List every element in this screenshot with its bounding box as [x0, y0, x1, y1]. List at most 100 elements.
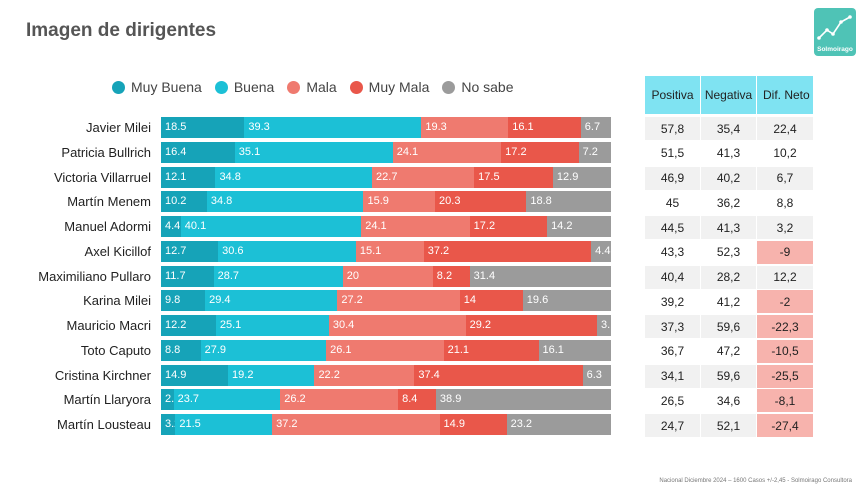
data-label: 29.4 — [209, 294, 231, 307]
table-cell: 40,4 — [645, 265, 700, 289]
bar-segment: 20 — [342, 265, 433, 287]
category-label: Karina Milei — [83, 293, 151, 309]
data-label: 17.5 — [478, 170, 500, 183]
data-label: 34.8 — [210, 195, 233, 208]
data-label: 34.8 — [219, 170, 241, 183]
table-cell: 43,3 — [660, 245, 685, 260]
data-label: 15.9 — [367, 195, 389, 208]
bar-segment: 15.9 — [363, 191, 436, 213]
bar-segment: 18.8 — [526, 191, 611, 213]
data-label: 3.2 — [165, 418, 175, 430]
data-label: 16.1 — [542, 343, 564, 356]
table-header: Positiva — [645, 76, 700, 114]
stacked-bar: 11.7 28.7 20 8.2 31.4 — [161, 265, 611, 287]
table-cell: 39,2 — [660, 294, 685, 309]
table-cell: 41,3 — [701, 216, 756, 239]
table-cell: 36,7 — [660, 344, 685, 359]
bar-segment: 16.1 — [538, 339, 611, 361]
bar-segment: 19.6 — [522, 290, 611, 312]
legend-item: Muy Buena — [112, 79, 202, 95]
bar-segment: 10.2 — [161, 191, 207, 213]
bar-segment: 11.7 — [161, 265, 214, 287]
bar-segment: 2.8 — [161, 389, 174, 411]
data-label: 21.5 — [179, 418, 201, 430]
data-label: 18.5 — [165, 121, 187, 133]
data-label: 14.2 — [551, 220, 573, 232]
bar-segment: 8.8 — [161, 339, 201, 361]
bar-segment: 7.2 — [578, 141, 611, 163]
table-cell: 12,2 — [757, 265, 813, 289]
bar-segment: 14.9 — [161, 364, 229, 386]
data-label: 14.9 — [165, 368, 187, 381]
table-cell: 26,5 — [660, 393, 685, 408]
data-label: 19.3 — [425, 121, 447, 133]
bar-segment: 19.2 — [228, 364, 315, 386]
data-label: 4.4 — [165, 220, 181, 232]
stacked-bar: 10.2 34.8 15.9 20.3 18.8 — [161, 191, 611, 213]
table-cell: -22,3 — [757, 315, 813, 338]
bar-segment: 17.2 — [469, 216, 548, 237]
data-label: 20 — [346, 269, 360, 282]
data-label: 26.2 — [284, 393, 306, 406]
bar-segment: 29.2 — [465, 315, 598, 336]
category-label: Axel Kicillof — [84, 243, 151, 259]
data-label: 26.1 — [330, 343, 352, 356]
bar-segment: 12.2 — [161, 315, 216, 336]
data-label: 37.2 — [276, 418, 298, 430]
table-cell: 22,4 — [757, 117, 813, 140]
data-label: 11.7 — [165, 269, 186, 282]
data-label: 31.4 — [473, 269, 496, 282]
data-label: 37.2 — [427, 244, 450, 257]
stacked-bar: 12.7 30.6 15.1 37.2 4.4 — [161, 240, 611, 262]
bar-segment: 6.7 — [580, 117, 611, 138]
data-label: 3.1 — [601, 319, 611, 331]
bar-segment: 34.8 — [206, 191, 364, 213]
bar-segment: 37.4 — [414, 364, 583, 386]
data-label: 2.8 — [165, 393, 174, 406]
table-cell: -25,5 — [757, 364, 813, 388]
data-label: 25.1 — [219, 319, 242, 331]
data-label: 23.2 — [510, 418, 532, 430]
page-title: Imagen de dirigentes — [26, 20, 217, 41]
bar-segment: 37.2 — [423, 240, 592, 262]
bar-segment: 26.1 — [326, 339, 444, 361]
table-cell: 3,2 — [757, 216, 813, 239]
legend-label: Mala — [306, 79, 337, 95]
data-label: 30.4 — [332, 319, 355, 331]
bar-segment: 35.1 — [234, 141, 393, 163]
table-cell: -2 — [757, 290, 813, 314]
bar-segment: 21.5 — [175, 414, 273, 435]
bar-segment: 18.5 — [161, 117, 245, 138]
bar-segment: 23.7 — [173, 389, 281, 411]
table-cell: 40,2 — [701, 166, 756, 190]
bar-segment: 40.1 — [180, 216, 362, 237]
stacked-bar: 2.823.7 26.2 8.4 38.9 — [161, 389, 611, 411]
data-label: 19.6 — [526, 294, 549, 307]
table-cell: 36,2 — [716, 195, 741, 210]
table-cell: 51,5 — [660, 146, 685, 161]
bar-segment: 37.2 — [272, 414, 440, 435]
stacked-bar: 4.4 40.1 24.1 17.2 14.2 — [161, 216, 611, 237]
data-label: 23.7 — [177, 393, 200, 406]
bar-segment: 4.4 — [161, 216, 181, 237]
bar-segment: 24.1 — [392, 141, 502, 163]
table-cell: 35,4 — [701, 117, 756, 140]
table-header: Negativa — [701, 76, 756, 114]
data-label: 39.3 — [248, 121, 270, 133]
table-cell: -8,1 — [757, 389, 813, 413]
chart-legend: Muy Buena Buena Mala Muy Mala No sabe — [112, 78, 527, 96]
legend-item: No sabe — [442, 79, 514, 95]
stacked-bar: 3.2 21.5 37.2 14.9 23.2 — [161, 414, 611, 435]
category-label: Toto Caputo — [80, 342, 151, 358]
bar-segment: 3.2 — [161, 414, 176, 435]
data-label: 12.2 — [165, 319, 187, 331]
bar-segment: 34.8 — [215, 166, 373, 188]
bar-segment: 22.7 — [372, 166, 475, 188]
table-cell: 45 — [665, 195, 680, 210]
data-label: 30.6 — [222, 244, 244, 257]
legend-label: Buena — [233, 79, 275, 95]
data-label: 10.2 — [165, 195, 187, 208]
data-label: 8.4 — [402, 393, 418, 406]
category-label: Patricia Bullrich — [61, 144, 151, 160]
data-label: 6.3 — [586, 368, 602, 381]
